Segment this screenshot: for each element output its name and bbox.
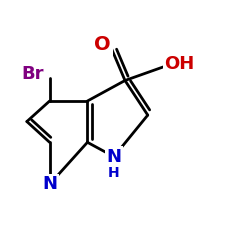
Text: Br: Br bbox=[22, 65, 44, 83]
Text: N: N bbox=[42, 175, 57, 193]
Text: N: N bbox=[106, 148, 122, 166]
Text: O: O bbox=[94, 35, 111, 54]
Text: OH: OH bbox=[164, 56, 194, 74]
Text: H: H bbox=[108, 166, 120, 180]
